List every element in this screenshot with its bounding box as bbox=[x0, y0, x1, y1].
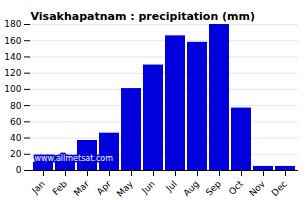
svg-text:Apr: Apr bbox=[95, 179, 113, 197]
svg-text:180: 180 bbox=[4, 19, 21, 29]
svg-text:60: 60 bbox=[10, 117, 22, 127]
svg-text:120: 120 bbox=[4, 68, 21, 78]
svg-text:0: 0 bbox=[16, 165, 22, 175]
svg-text:Feb: Feb bbox=[51, 179, 70, 198]
svg-text:160: 160 bbox=[4, 36, 21, 46]
svg-text:Dec: Dec bbox=[270, 179, 289, 198]
svg-text:www.allmetsat.com: www.allmetsat.com bbox=[35, 154, 114, 163]
svg-text:May: May bbox=[115, 178, 136, 199]
svg-text:Sep: Sep bbox=[204, 179, 223, 198]
svg-text:Oct: Oct bbox=[227, 178, 245, 196]
svg-text:Nov: Nov bbox=[247, 178, 267, 198]
svg-text:Jun: Jun bbox=[139, 179, 157, 197]
svg-text:80: 80 bbox=[10, 100, 22, 110]
svg-text:20: 20 bbox=[10, 149, 22, 159]
svg-text:100: 100 bbox=[4, 84, 21, 94]
svg-text:Visakhapatnam : precipitation: Visakhapatnam : precipitation (mm) bbox=[31, 10, 256, 23]
svg-text:Aug: Aug bbox=[181, 179, 201, 199]
svg-text:Jan: Jan bbox=[29, 179, 47, 197]
svg-text:Mar: Mar bbox=[72, 178, 91, 197]
svg-text:40: 40 bbox=[10, 133, 22, 143]
svg-text:Jul: Jul bbox=[163, 179, 178, 194]
svg-text:140: 140 bbox=[4, 52, 21, 62]
